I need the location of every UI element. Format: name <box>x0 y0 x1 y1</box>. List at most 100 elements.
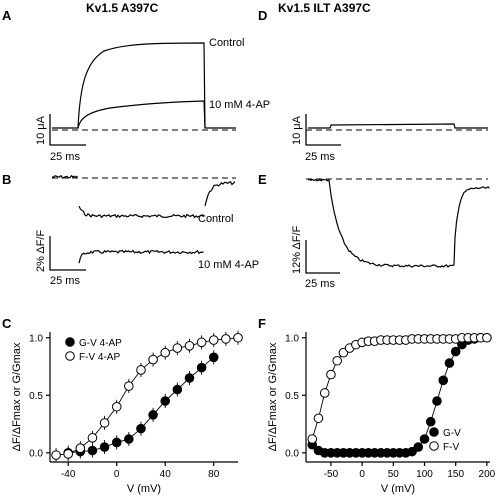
data-point-f-open <box>482 332 492 343</box>
label-a-4ap: 10 mM 4-AP <box>209 99 270 111</box>
trace-a-control <box>52 42 236 129</box>
x-tick-label-f: 100 <box>416 469 433 480</box>
data-point-c-filled <box>99 442 110 452</box>
panel-d: 10 μA 25 ms <box>291 114 488 163</box>
label-a-control: Control <box>209 37 244 49</box>
data-point-f-open <box>326 369 336 380</box>
data-point-c-open <box>124 381 134 391</box>
data-point-c-filled <box>184 373 195 383</box>
data-point-f-filled <box>425 416 436 427</box>
trace-b-control <box>78 205 204 219</box>
data-point-f-filled <box>444 358 455 368</box>
legend-label-f: F-V <box>443 442 459 453</box>
scale-x-a: 25 ms <box>50 151 80 163</box>
data-point-c-open <box>233 332 243 343</box>
trace-e <box>307 178 490 268</box>
data-point-c-filled <box>87 445 98 456</box>
scale-x-e: 25 ms <box>305 278 335 290</box>
x-tick-label-f: 50 <box>388 469 400 480</box>
data-point-c-open <box>221 334 231 344</box>
x-tick-label-f: -50 <box>324 469 339 480</box>
data-point-c-open <box>136 365 146 375</box>
panel-letter-c: C <box>2 316 12 331</box>
legend-label-f: G-V <box>443 428 461 439</box>
scale-bar-d <box>305 114 341 146</box>
y-tick-label-f: 0.5 <box>285 391 299 402</box>
trace-b-tail <box>204 180 236 206</box>
data-point-c-filled <box>160 396 171 406</box>
y-tick-label-f: 0.0 <box>285 448 299 459</box>
x-tick-label-c: -40 <box>61 469 76 480</box>
y-tick-label-c: 0.0 <box>29 448 43 459</box>
scale-y-d: 10 μA <box>291 115 303 145</box>
legend-marker-f <box>429 441 439 451</box>
data-point-f-open <box>307 434 318 444</box>
data-point-c-open <box>148 354 158 365</box>
data-point-c-filled <box>172 384 183 395</box>
data-point-f-open <box>319 388 330 398</box>
title-right: Kv1.5 ILT A397C <box>278 1 371 15</box>
label-b-4ap: 10 mM 4-AP <box>198 259 259 271</box>
legend-marker-c <box>65 351 75 361</box>
data-point-c-open <box>160 347 171 358</box>
scale-bar-a <box>49 114 86 146</box>
legend-label-c: G-V 4-AP <box>79 338 122 349</box>
y-tick-label-c: 1.0 <box>29 333 43 344</box>
x-tick-label-c: 80 <box>208 469 220 480</box>
x-tick-label-f: 200 <box>479 469 496 480</box>
data-point-f-filled <box>438 375 449 386</box>
panel-letter-f: F <box>258 316 266 331</box>
y-axis-label-f: ΔF/ΔFmax or G/Gmax <box>267 342 279 451</box>
data-point-c-filled <box>196 362 207 373</box>
panel-letter-d: D <box>258 8 267 23</box>
data-point-c-open <box>63 449 73 459</box>
data-point-f-open <box>313 413 324 424</box>
fit-line-c-1 <box>56 337 239 456</box>
data-point-c-open <box>184 341 195 351</box>
panel-letter-e: E <box>258 172 267 187</box>
data-point-c-filled <box>208 352 219 363</box>
data-point-c-open <box>51 450 61 460</box>
data-point-c-filled <box>148 410 158 420</box>
data-point-f-open <box>332 355 342 366</box>
panel-letter-b: B <box>2 172 11 187</box>
x-tick-label-c: 40 <box>160 469 172 480</box>
scale-y-b: 2% ΔF/F <box>35 230 47 272</box>
panel-e: 12% ΔF/F 25 ms <box>291 178 490 290</box>
data-point-c-open <box>172 343 183 353</box>
data-point-c-open <box>111 401 122 412</box>
fit-line-f-1 <box>311 337 487 440</box>
trace-b-baseline <box>51 174 78 179</box>
data-point-c-open <box>75 443 86 453</box>
trace-d <box>308 123 488 129</box>
data-point-f-filled <box>432 396 442 406</box>
data-point-f-filled <box>413 442 424 452</box>
x-axis-label-f: V (mV) <box>381 483 415 495</box>
data-point-c-open <box>99 418 110 428</box>
data-point-c-open <box>196 337 207 348</box>
y-tick-label-f: 1.0 <box>285 333 299 344</box>
y-tick-label-c: 0.5 <box>29 391 43 402</box>
y-axis-label-c: ΔF/ΔFmax or G/Gmax <box>11 342 23 451</box>
scale-bar-b <box>49 236 86 271</box>
plot-c: -40 0 40 80 0.0 0.5 1.0 V (mV) ΔF/ΔFmax or G/Gma… <box>11 330 243 495</box>
panel-a: Control 10 mM 4-AP 10 μA 25 ms <box>35 37 270 163</box>
label-b-control: Control <box>198 213 233 225</box>
scale-x-d: 25 ms <box>305 151 335 163</box>
legend-marker-f <box>429 427 439 437</box>
scale-y-e: 12% ΔF/F <box>291 225 303 274</box>
plot-f: -50 0 50 100 150 200 0.0 0.5 1.0 V (mV) ΔF/ΔFmax o… <box>267 332 496 495</box>
data-point-c-open <box>208 335 219 345</box>
legend-label-c: F-V 4-AP <box>79 352 120 363</box>
legend-marker-c <box>65 337 75 347</box>
panel-letter-a: A <box>2 8 12 23</box>
data-point-c-filled <box>136 423 146 434</box>
data-point-f-filled <box>419 434 430 444</box>
panel-b: Control 10 mM 4-AP 2% ΔF/F 25 ms <box>35 174 259 287</box>
trace-b-4ap <box>78 249 204 264</box>
x-tick-label-c: 0 <box>114 469 120 480</box>
data-point-c-open <box>87 433 98 443</box>
scale-x-b: 25 ms <box>50 275 80 287</box>
title-left: Kv1.5 A397C <box>86 1 159 15</box>
